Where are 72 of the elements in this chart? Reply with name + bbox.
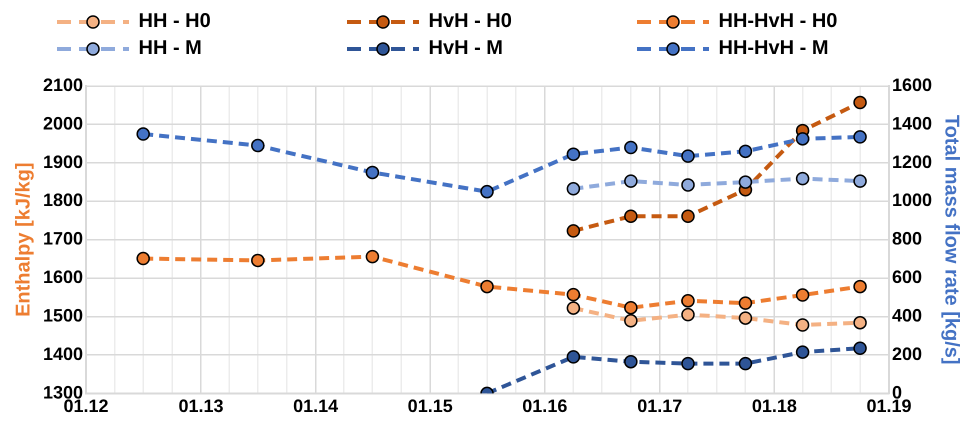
y2-axis-title: Total mass flow rate [kg/s] (940, 114, 962, 365)
y-tick-label: 1800 (42, 190, 84, 210)
x-tick-label: 01.14 (293, 396, 338, 416)
point (366, 250, 380, 264)
y2-tick-label: 200 (892, 344, 922, 364)
y2-tick-label: 1600 (892, 74, 932, 95)
point (624, 314, 638, 328)
y-axis-title: Enthalpy [kJ/kg] (12, 162, 35, 317)
x-tick-label: 01.18 (752, 396, 797, 416)
point (853, 130, 867, 144)
point (624, 354, 638, 368)
y-tick-label: 1600 (42, 267, 84, 288)
legend-label: HH - M (138, 37, 202, 60)
y-tick-label: 1400 (42, 344, 84, 364)
point (796, 172, 810, 186)
point (366, 166, 380, 180)
y-tick-label: 1500 (42, 306, 84, 326)
x-tick-label: 01.16 (522, 396, 568, 416)
point (566, 147, 580, 161)
point (738, 311, 752, 325)
point (796, 288, 810, 302)
legend-label: HvH - H0 (428, 10, 512, 33)
x-tick-label: 01.17 (637, 396, 682, 416)
point (480, 184, 494, 198)
point (480, 280, 494, 294)
y2-tick-label: 800 (892, 228, 922, 249)
point (681, 210, 695, 224)
point (853, 174, 867, 188)
y-tick-label: 1900 (42, 152, 84, 172)
legend-label: HvH - M (428, 37, 503, 60)
point (566, 301, 580, 315)
point (251, 254, 265, 268)
x-tick-label: 01.13 (178, 396, 224, 416)
y-tick-label: 2100 (42, 74, 84, 95)
point (681, 308, 695, 322)
y2-tick-label: 1400 (892, 113, 932, 134)
y2-tick-label: 600 (892, 267, 922, 288)
point (624, 300, 638, 314)
legend-label: HH-HvH - H0 (718, 10, 838, 33)
point (136, 127, 150, 141)
point (251, 138, 265, 152)
point (853, 96, 867, 110)
point (681, 356, 695, 370)
point (738, 356, 752, 370)
point (738, 296, 752, 310)
y2-tick-label: 1200 (892, 152, 932, 172)
point (136, 252, 150, 266)
point (566, 288, 580, 302)
point (796, 345, 810, 359)
point (853, 280, 867, 294)
point (796, 132, 810, 146)
point (624, 174, 638, 188)
point (566, 182, 580, 196)
point (796, 318, 810, 332)
point (681, 294, 695, 308)
y-tick-label: 2000 (42, 113, 84, 134)
point (624, 140, 638, 154)
point (681, 149, 695, 163)
point (681, 178, 695, 192)
x-tick-label: 01.15 (408, 396, 453, 416)
point (738, 175, 752, 189)
y2-tick-label: 400 (892, 306, 922, 326)
point (853, 316, 867, 330)
y-tick-label: 1700 (42, 228, 84, 249)
legend-label: HH - H0 (138, 10, 211, 33)
y2-tick-label: 1000 (892, 190, 932, 210)
point (566, 350, 580, 364)
point (853, 342, 867, 355)
point (738, 144, 752, 158)
point (624, 210, 638, 224)
point (566, 224, 580, 238)
legend-label: HH-HvH - M (718, 37, 828, 60)
